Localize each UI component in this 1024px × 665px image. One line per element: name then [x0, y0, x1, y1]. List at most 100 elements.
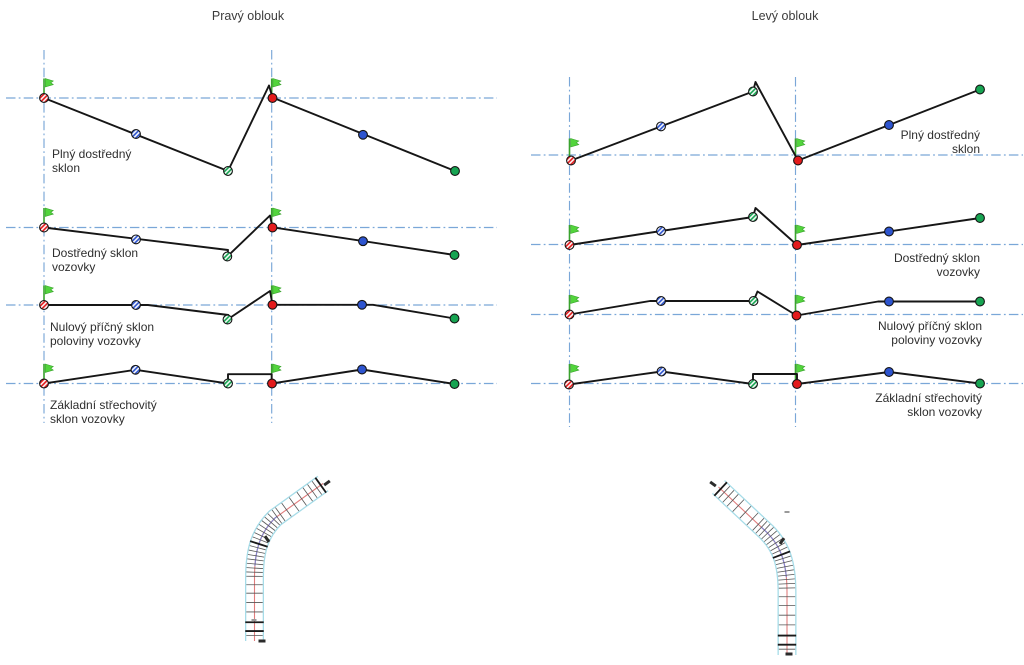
cross-section-tick [776, 564, 794, 569]
station-label-mark [709, 480, 717, 488]
cross-section-tick [311, 480, 323, 495]
solid-red-point-marker [267, 378, 277, 389]
cross-section-tick [248, 549, 265, 554]
station-label-mark [785, 652, 793, 656]
cross-section-tick [288, 497, 300, 512]
hatched-green-point-marker [748, 212, 758, 222]
flag-pennant-icon [44, 363, 54, 373]
hatched-green-point-marker [222, 314, 233, 325]
hatched-blue-point-marker [656, 366, 667, 377]
cross-section-tick [772, 550, 791, 559]
cross-section-tick [755, 520, 768, 534]
cross-section-tick [271, 509, 282, 524]
cross-section-tick [718, 486, 731, 499]
flag-pennant-icon [44, 285, 54, 295]
cross-section-tick [264, 516, 278, 528]
cross-section-tick [261, 520, 276, 531]
row-label-roadway-superelevation-left: Dostředný sklon vozovky [52, 246, 139, 274]
cross-section-tick [739, 505, 752, 519]
cross-section-tick [256, 528, 272, 537]
solid-red-point-marker [793, 155, 803, 166]
flag-marker [568, 294, 580, 315]
hatched-blue-point-marker [130, 364, 141, 375]
solid-green-point-marker [975, 213, 985, 223]
flag-pennant-icon [44, 78, 54, 88]
superelevation-polyline [568, 370, 981, 386]
cross-section-tick [770, 542, 786, 552]
road-plan-left-curve [709, 480, 797, 656]
hatched-blue-point-marker [656, 226, 666, 236]
cross-section-tick [761, 527, 774, 540]
hatched-blue-point-marker [131, 234, 141, 245]
solid-blue-point-marker [884, 367, 894, 377]
cross-section-tick [246, 567, 263, 569]
row-label-basic-crown-left: Základní střechovitý sklon vozovky [50, 398, 157, 426]
hatched-red-point-marker [564, 379, 574, 390]
cross-section-tick [252, 536, 269, 544]
flag-marker [43, 78, 54, 98]
flag-pennant-icon [796, 224, 806, 234]
station-label-mark [323, 479, 331, 487]
solid-blue-point-marker [884, 296, 894, 307]
cross-section-tick [275, 507, 286, 522]
solid-green-point-marker [449, 379, 460, 389]
cross-section-tick [713, 481, 728, 497]
cross-section-tick [768, 538, 783, 548]
hatched-green-point-marker [223, 166, 233, 176]
station-label-mark [258, 639, 266, 643]
cross-section-tick [249, 540, 268, 548]
cross-section-tick [778, 578, 795, 581]
hatched-red-point-marker [39, 378, 49, 389]
cross-section-tick [766, 534, 780, 545]
solid-green-point-marker [450, 166, 460, 176]
row-label-roadway-superelevation-right: Dostředný sklon vozovky [893, 251, 980, 279]
cross-section-tick [777, 569, 794, 573]
row-label-basic-crown-right: Základní střechovitý sklon vozovky [875, 391, 982, 419]
hatched-green-point-marker [748, 86, 758, 97]
cross-section-tick [774, 555, 791, 562]
cross-section-tick [314, 477, 327, 494]
hatched-red-point-marker [39, 300, 49, 310]
hatched-red-point-marker [564, 240, 575, 250]
cross-section-tick [249, 545, 266, 551]
superelevation-polyline [570, 81, 981, 162]
hatched-blue-point-marker [656, 121, 666, 132]
flag-pennant-icon [272, 207, 282, 217]
solid-green-point-marker [449, 313, 460, 324]
cross-section-tick [775, 560, 793, 566]
title-left-curve: Levý oblouk [751, 9, 819, 23]
cross-section-tick [778, 582, 796, 585]
hatched-red-point-marker [566, 155, 576, 166]
solid-red-point-marker [267, 93, 278, 103]
flag-pennant-icon [272, 363, 282, 373]
flag-pennant-icon [570, 294, 580, 304]
solid-green-point-marker [975, 296, 985, 307]
solid-red-point-marker [792, 240, 802, 250]
cross-section-tick [302, 487, 313, 502]
cross-section-tick [247, 554, 265, 558]
solid-blue-point-marker [357, 299, 367, 310]
superelevation-polyline [43, 84, 456, 172]
station-label-mark [263, 535, 271, 543]
hatched-blue-point-marker [656, 296, 666, 306]
hatched-blue-point-marker [131, 129, 141, 139]
solid-blue-point-marker [884, 226, 894, 237]
cross-section-tick [732, 499, 745, 512]
flag-pennant-icon [44, 207, 54, 217]
cross-section-tick [296, 491, 307, 506]
superelevation-polyline [43, 368, 455, 385]
cross-section-tick [758, 523, 771, 537]
cross-section-tick [726, 494, 739, 507]
cross-section-tick [772, 546, 788, 555]
cross-section-tick [258, 524, 274, 534]
flag-pennant-icon [570, 224, 580, 234]
hatched-red-point-marker [564, 309, 575, 320]
flag-pennant-icon [796, 294, 806, 304]
solid-green-point-marker [975, 84, 985, 95]
cross-section-tick [267, 513, 280, 526]
superelevation-polyline [569, 290, 980, 317]
cross-section-tick [722, 490, 735, 503]
solid-blue-point-marker [358, 129, 368, 140]
